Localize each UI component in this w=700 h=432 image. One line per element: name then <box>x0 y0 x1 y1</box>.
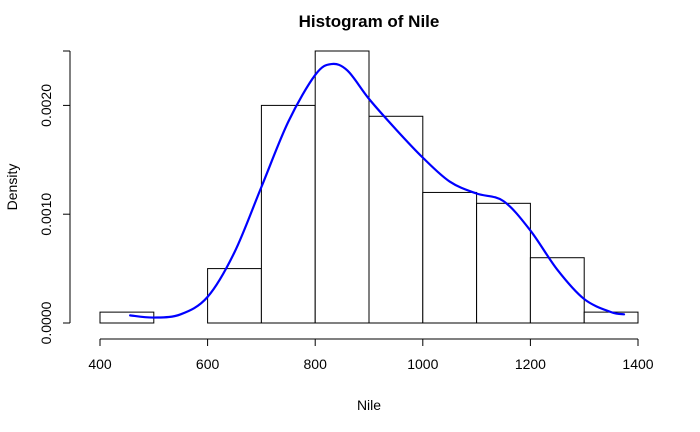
y-tick-label: 0.0010 <box>38 193 54 236</box>
x-axis-label: Nile <box>357 397 381 413</box>
histogram-bar <box>422 191 478 324</box>
x-tick-label: 1000 <box>407 356 438 372</box>
histogram-bar <box>260 104 316 324</box>
x-axis: 400 600 800 1000 1200 1400 <box>88 338 654 372</box>
x-tick-label: 800 <box>304 356 328 372</box>
histogram-bar <box>368 115 424 324</box>
x-tick-label: 400 <box>88 356 112 372</box>
y-axis: 0.0000 0.0010 0.0020 <box>38 50 71 344</box>
density-curve <box>129 62 626 319</box>
histogram-bar <box>583 311 639 324</box>
histogram-bar <box>314 50 370 324</box>
density-curve-layer <box>129 62 626 319</box>
x-tick-label: 1400 <box>622 356 653 372</box>
chart-title: Histogram of Nile <box>299 12 440 31</box>
x-tick-label: 1200 <box>515 356 546 372</box>
histogram-bar <box>207 268 262 324</box>
y-tick-label: 0.0000 <box>38 301 54 344</box>
histogram-bars <box>99 50 639 324</box>
y-axis-label: Density <box>4 164 20 211</box>
y-tick-label: 0.0020 <box>38 84 54 127</box>
x-tick-label: 600 <box>196 356 220 372</box>
